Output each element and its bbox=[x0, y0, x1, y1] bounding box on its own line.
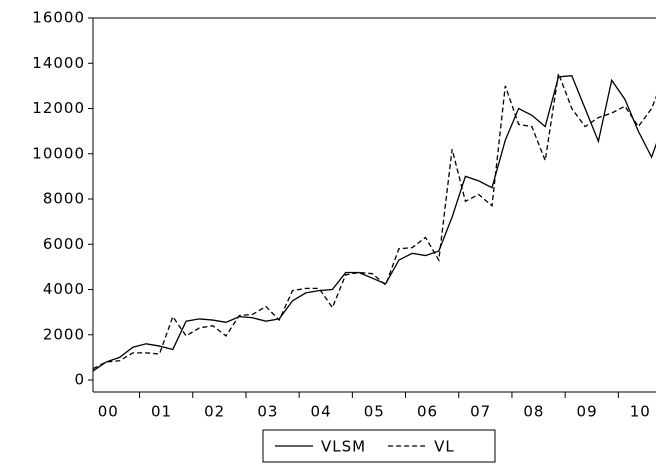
legend-label: VLSM bbox=[321, 438, 366, 456]
legend-label: VL bbox=[434, 438, 455, 456]
legend-box bbox=[262, 429, 496, 463]
x-tick-label: 07 bbox=[470, 403, 491, 421]
x-tick-label: 05 bbox=[364, 403, 385, 421]
x-tick-label: 04 bbox=[311, 403, 332, 421]
x-tick-label: 01 bbox=[151, 403, 172, 421]
y-tick-label: 0 bbox=[74, 371, 85, 389]
x-tick-label: 00 bbox=[98, 403, 119, 421]
y-tick-label: 8000 bbox=[43, 190, 85, 208]
x-tick-label: 02 bbox=[204, 403, 225, 421]
x-tick-label: 06 bbox=[417, 403, 438, 421]
plot-area bbox=[93, 70, 656, 372]
series-line bbox=[93, 70, 656, 370]
series-line bbox=[93, 75, 656, 372]
x-tick-label: 09 bbox=[577, 403, 598, 421]
x-tick-label: 10 bbox=[630, 403, 651, 421]
y-tick-label: 6000 bbox=[43, 235, 85, 253]
y-tick-label: 14000 bbox=[32, 54, 85, 72]
y-tick-label: 4000 bbox=[43, 280, 85, 298]
x-tick-label: 03 bbox=[257, 403, 278, 421]
y-tick-label: 2000 bbox=[43, 325, 85, 343]
x-tick-label: 08 bbox=[523, 403, 544, 421]
y-tick-label: 12000 bbox=[32, 99, 85, 117]
y-tick-label: 10000 bbox=[32, 144, 85, 162]
y-tick-label: 16000 bbox=[32, 9, 85, 27]
